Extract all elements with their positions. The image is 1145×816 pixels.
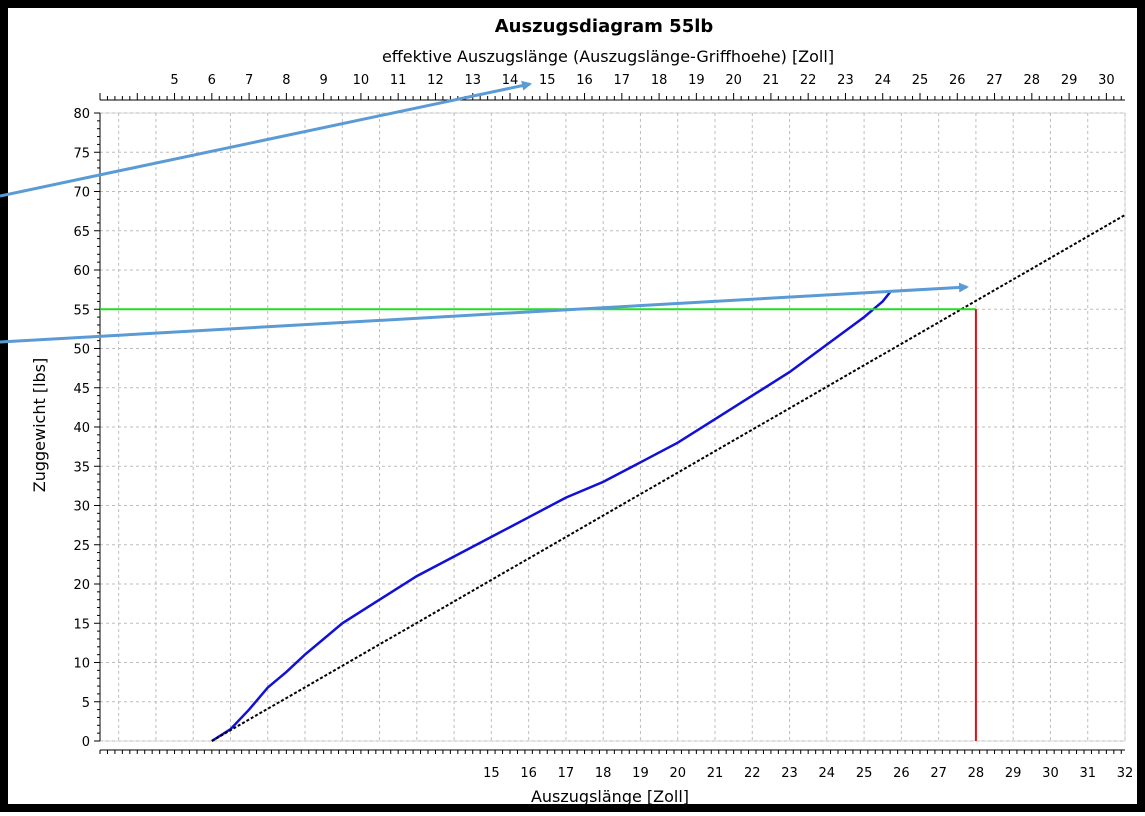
- y-tick-label: 80: [73, 107, 90, 122]
- y-axis-label: Zuggewicht [lbs]: [30, 358, 49, 493]
- bottom-tick-label: 15: [483, 766, 500, 781]
- bottom-tick-label: 18: [595, 766, 612, 781]
- top-tick-label: 15: [539, 73, 556, 88]
- top-tick-label: 8: [282, 73, 290, 88]
- bottom-tick-label: 27: [930, 766, 947, 781]
- top-tick-label: 21: [763, 73, 780, 88]
- data-series: [100, 214, 1126, 743]
- chart-title: Auszugsdiagram 55lb: [495, 16, 714, 37]
- y-tick-label: 75: [73, 146, 90, 161]
- plot-background: [8, 8, 1137, 804]
- bottom-tick-label: 20: [669, 766, 686, 781]
- arrow-to-curve-end: [0, 282, 969, 344]
- y-tick-label: 10: [73, 657, 90, 672]
- bottom-tick-label: 30: [1042, 766, 1059, 781]
- bottom-tick-label: 32: [1117, 766, 1134, 781]
- grid-lines: [99, 112, 1126, 742]
- y-tick-label: 15: [73, 617, 90, 632]
- top-tick-label: 18: [651, 73, 668, 88]
- top-tick-label: 7: [245, 73, 253, 88]
- top-tick-label: 5: [170, 73, 178, 88]
- bottom-tick-label: 19: [632, 766, 649, 781]
- y-tick-label: 60: [73, 264, 90, 279]
- top-tick-label: 22: [800, 73, 817, 88]
- bottom-tick-label: 16: [520, 766, 537, 781]
- arrow-to-top-axis: [0, 80, 532, 198]
- y-tick-label: 5: [82, 696, 90, 711]
- top-axis-label: effektive Auszugslänge (Auszugslänge-Gri…: [382, 47, 834, 66]
- bottom-tick-label: 28: [968, 766, 985, 781]
- top-tick-label: 26: [949, 73, 966, 88]
- top-tick-label: 25: [912, 73, 929, 88]
- top-tick-label: 12: [427, 73, 444, 88]
- bottom-tick-label: 29: [1005, 766, 1022, 781]
- bottom-axis-label: Auszugslänge [Zoll]: [531, 787, 689, 806]
- annotation-arrows: [0, 80, 969, 344]
- top-tick-label: 28: [1024, 73, 1041, 88]
- top-tick-label: 29: [1061, 73, 1078, 88]
- top-tick-label: 6: [208, 73, 216, 88]
- top-tick-label: 17: [614, 73, 631, 88]
- bottom-tick-label: 24: [819, 766, 836, 781]
- y-tick-label: 25: [73, 539, 90, 554]
- y-tick-label: 65: [73, 225, 90, 240]
- top-tick-label: 11: [390, 73, 407, 88]
- bottom-tick-label: 26: [893, 766, 910, 781]
- bottom-tick-label: 21: [707, 766, 724, 781]
- y-tick-label: 70: [73, 186, 90, 201]
- top-tick-label: 16: [576, 73, 593, 88]
- bottom-tick-label: 17: [558, 766, 575, 781]
- y-tick-label: 45: [73, 382, 90, 397]
- y-tick-label: 20: [73, 578, 90, 593]
- top-tick-label: 24: [874, 73, 891, 88]
- reference-line: [211, 214, 1126, 742]
- top-tick-label: 14: [502, 73, 519, 88]
- bottom-tick-label: 25: [856, 766, 873, 781]
- top-tick-label: 23: [837, 73, 854, 88]
- draw-force-curve: [211, 291, 892, 743]
- y-tick-label: 50: [73, 343, 90, 358]
- top-tick-label: 27: [986, 73, 1003, 88]
- bottom-tick-label: 31: [1079, 766, 1096, 781]
- top-tick-label: 20: [725, 73, 742, 88]
- y-tick-label: 40: [73, 421, 90, 436]
- top-tick-label: 30: [1098, 73, 1115, 88]
- y-tick-label: 0: [82, 735, 90, 750]
- top-tick-label: 10: [353, 73, 370, 88]
- y-tick-label: 35: [73, 460, 90, 475]
- bottom-tick-label: 23: [781, 766, 798, 781]
- top-tick-label: 9: [319, 73, 327, 88]
- bottom-tick-label: 22: [744, 766, 761, 781]
- y-tick-label: 55: [73, 303, 90, 318]
- top-tick-label: 13: [464, 73, 481, 88]
- y-tick-label: 30: [73, 500, 90, 515]
- top-tick-label: 19: [688, 73, 705, 88]
